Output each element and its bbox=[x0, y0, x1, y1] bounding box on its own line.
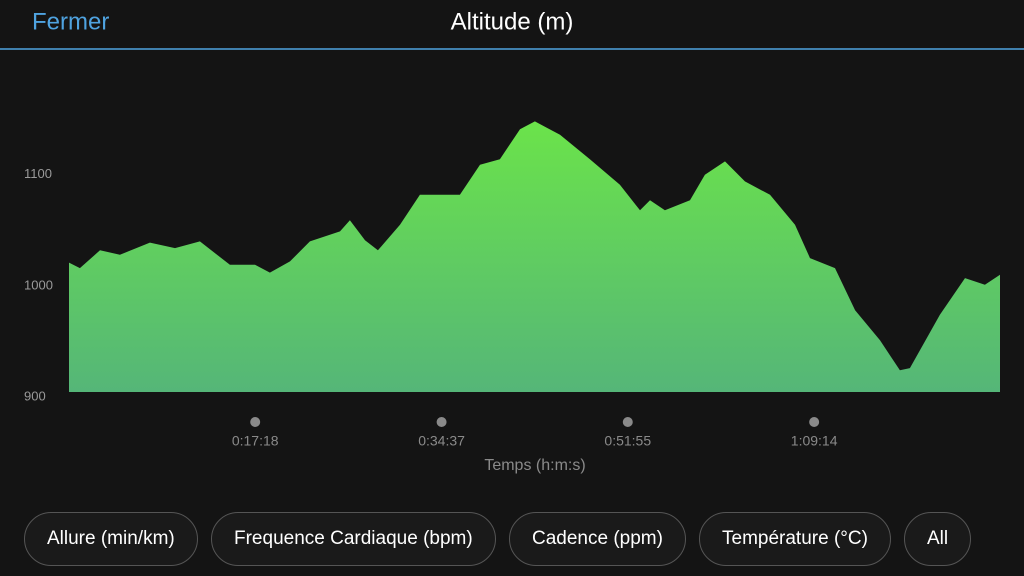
x-tick-label: 0:51:55 bbox=[604, 433, 651, 449]
metric-button[interactable]: Cadence (ppm) bbox=[509, 512, 686, 566]
x-tick-dot bbox=[622, 417, 633, 427]
chart: Fermer Altitude (m) Temps (h:m:s) 900 100… bbox=[0, 8, 1024, 474]
altitude-area bbox=[69, 121, 1000, 393]
x-axis-label: Temps (h:m:s) bbox=[484, 457, 585, 474]
metric-button[interactable]: Frequence Cardiaque (bpm) bbox=[211, 512, 496, 566]
metric-button[interactable]: Température (°C) bbox=[699, 512, 891, 566]
chart-title: Altitude (m) bbox=[451, 8, 574, 35]
y-tick-label: 1100 bbox=[24, 166, 52, 181]
close-button[interactable]: Fermer bbox=[32, 8, 109, 35]
y-tick-label: 900 bbox=[24, 388, 46, 403]
x-tick-dot bbox=[250, 417, 261, 427]
x-tick-dot bbox=[436, 417, 447, 427]
metric-button[interactable]: All bbox=[904, 512, 972, 566]
x-tick-label: 0:34:37 bbox=[418, 433, 465, 449]
x-tick-dot bbox=[809, 417, 820, 427]
y-tick-label: 1000 bbox=[24, 277, 53, 292]
x-tick-label: 1:09:14 bbox=[791, 433, 838, 449]
metric-button[interactable]: Allure (min/km) bbox=[24, 512, 198, 566]
x-tick-label: 0:17:18 bbox=[232, 433, 279, 449]
